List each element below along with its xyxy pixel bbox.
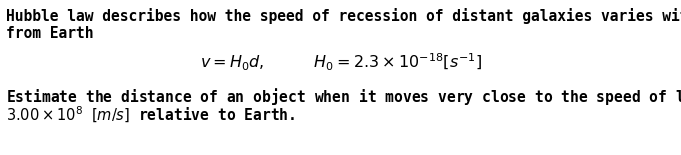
Text: $3.00 \times 10^{8}$ $[m/s]$ relative to Earth.: $3.00 \times 10^{8}$ $[m/s]$ relative to… [6,105,296,125]
Text: Hubble law describes how the speed of recession of distant galaxies varies with : Hubble law describes how the speed of re… [6,8,681,24]
Text: from Earth: from Earth [6,26,93,41]
Text: Estimate the distance of an object when it moves very close to the speed of ligh: Estimate the distance of an object when … [6,86,681,107]
Text: $v = H_0d, \quad\quad\quad H_0 = 2.3 \times 10^{-18}[s^{-1}]$: $v = H_0d, \quad\quad\quad H_0 = 2.3 \ti… [200,52,481,73]
